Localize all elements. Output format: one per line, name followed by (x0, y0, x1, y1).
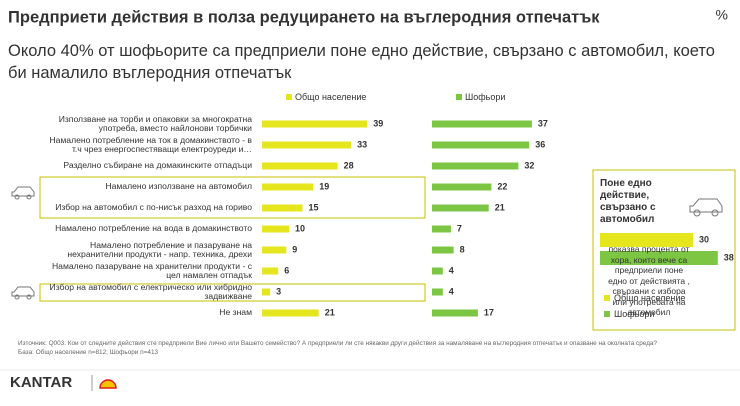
value-label: 22 (497, 181, 507, 191)
legend-swatch (456, 94, 462, 100)
category-label: Разделно събиране на домакинските отпадъ… (63, 160, 252, 171)
category-label: Избор на автомобил с по-нисък разход на … (55, 202, 252, 213)
bar (432, 162, 519, 170)
source: Източник: Q003. Кои от следните действия… (18, 340, 658, 347)
value-label: 37 (538, 118, 548, 128)
bar (432, 183, 492, 191)
value-label: 36 (535, 139, 545, 149)
side-box (592, 169, 736, 331)
bar (432, 141, 530, 149)
legend-label: Общо население (614, 293, 685, 303)
base: База: Общо население n=812; Шофьори n=41… (18, 349, 159, 356)
bar (262, 309, 319, 317)
category-label: Избор на автомобил с електрическо или хи… (49, 281, 252, 301)
value-label: 32 (524, 160, 534, 170)
value-label: 33 (357, 139, 367, 149)
bar (432, 309, 478, 317)
category-label: Намалено пазаруване на хранителни продук… (51, 260, 252, 280)
bar (600, 251, 718, 265)
category-label: Намалено потребление и пазаруване на нех… (67, 239, 252, 259)
unit: % (716, 7, 728, 23)
bar (262, 246, 287, 254)
brand: KANTAR (10, 374, 72, 391)
value-label: 8 (460, 244, 465, 254)
value-label: 9 (292, 244, 297, 254)
value-label: 3 (276, 286, 281, 296)
value-label: 7 (457, 223, 462, 233)
shell-logo (99, 379, 117, 389)
bar (432, 288, 443, 296)
side-title: Поне едно действие, свързано с автомобил (600, 178, 656, 225)
highlight-box (39, 283, 426, 302)
side-note: показва процента от хора, които вече са … (608, 244, 690, 317)
value-label: 21 (495, 202, 505, 212)
bar (262, 204, 303, 212)
bar (432, 267, 443, 275)
category-label: Не знам (219, 307, 252, 318)
highlight-box (39, 176, 426, 219)
bar (262, 183, 314, 191)
category-label: Намалено потребление на ток в домакинств… (49, 134, 252, 154)
value-label: 4 (449, 286, 454, 296)
title: Предприети действия в полза редуцирането… (8, 8, 600, 26)
value-label: 38 (724, 252, 734, 262)
category-label: Намалено потребление на вода в домакинст… (55, 223, 252, 234)
value-label: 17 (484, 307, 494, 317)
legend-swatch (604, 311, 610, 317)
bar (432, 204, 489, 212)
bar (262, 141, 352, 149)
value-label: 4 (449, 265, 454, 275)
value-label: 19 (319, 181, 329, 191)
value-label: 15 (309, 202, 319, 212)
car-icon (11, 186, 723, 300)
legend-swatch (286, 94, 292, 100)
value-label: 10 (295, 223, 305, 233)
bar (262, 267, 279, 275)
subtitle: Около 40% от шофьорите са предприели пон… (8, 42, 715, 82)
bar (432, 120, 532, 128)
bar (262, 162, 338, 170)
category-label: Намалено използване на автомобил (105, 181, 252, 192)
legend-swatch (604, 295, 610, 301)
category-label: Използване на торби и опаковки за многок… (58, 113, 252, 133)
value-label: 21 (325, 307, 335, 317)
legend-label: Шофьори (614, 309, 654, 319)
bar (262, 225, 289, 233)
value-label: 6 (284, 265, 289, 275)
legend-label: Шофьори (465, 92, 505, 102)
bar (432, 225, 451, 233)
bar (600, 233, 693, 247)
bar (262, 120, 368, 128)
bar (432, 246, 454, 254)
bar (262, 288, 271, 296)
legend-label: Общо население (295, 92, 366, 102)
value-label: 39 (373, 118, 383, 128)
value-label: 28 (344, 160, 354, 170)
value-label: 30 (699, 234, 709, 244)
